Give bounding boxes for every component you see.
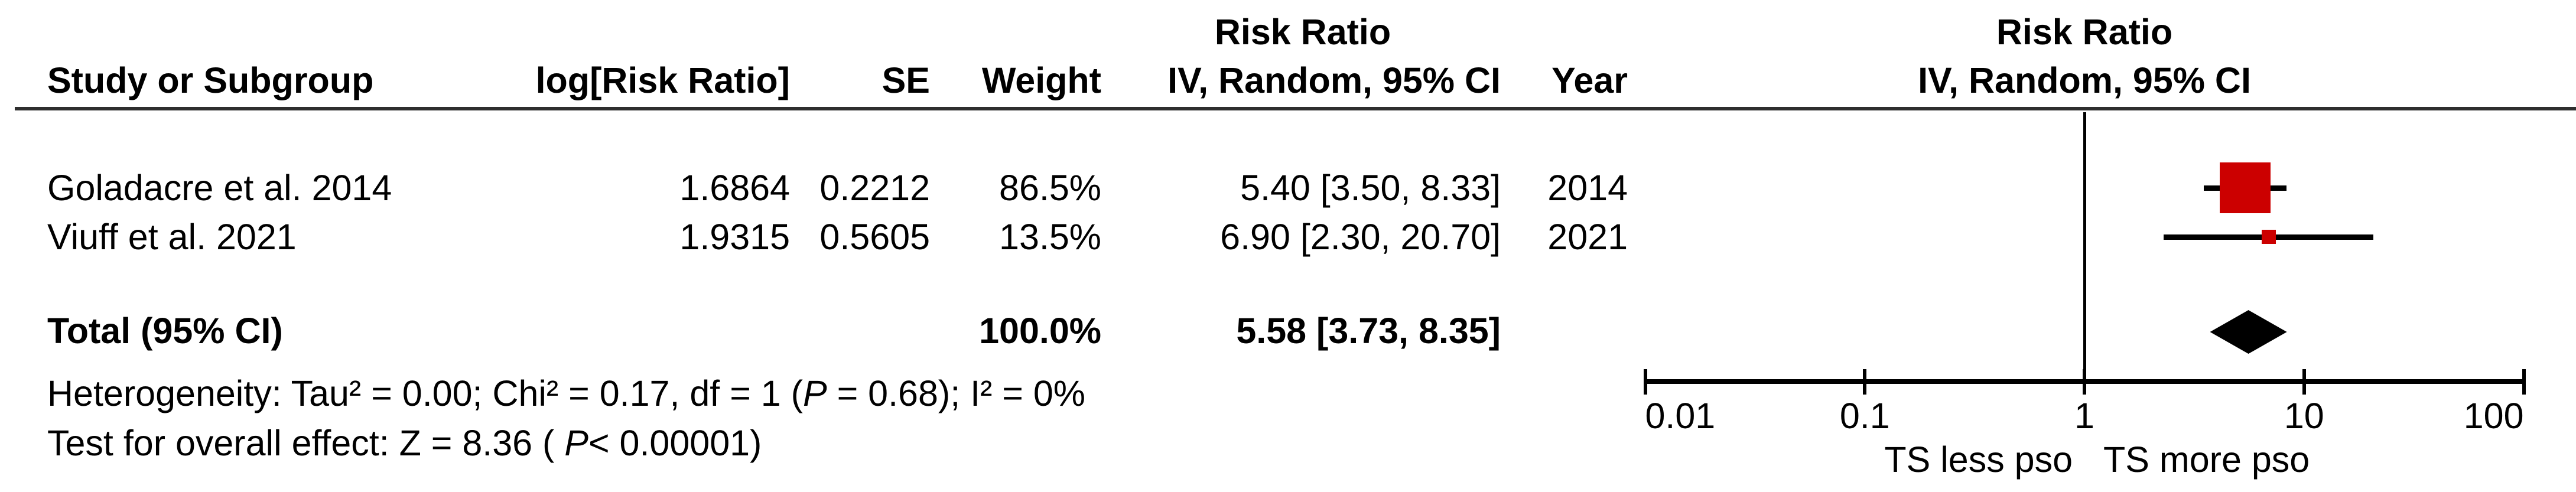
header-divider-rule (15, 107, 2576, 110)
axis-tick-label: 100 (2463, 396, 2524, 436)
heterogeneity-p-italic: P (802, 373, 827, 413)
plot-header-effect-ci: IV, Random, 95% CI (1918, 60, 2251, 100)
overall-effect-pre: Test for overall effect: Z = 8.36 ( (47, 423, 565, 463)
total-diamond (2210, 310, 2287, 354)
study-log-rr: 1.6864 (679, 168, 790, 208)
table-effect-group-header: Risk Ratio (1214, 12, 1391, 52)
heterogeneity-pre: Heterogeneity: Tau² = 0.00; Chi² = 0.17,… (47, 373, 803, 413)
column-header-weight: Weight (981, 60, 1101, 100)
axis-tick (2302, 369, 2306, 395)
study-weight: 13.5% (999, 217, 1101, 257)
study-effect-ci: 5.40 [3.50, 8.33] (1240, 168, 1501, 208)
axis-tick-label: 0.01 (1645, 396, 1716, 436)
axis-tick-label: 0.1 (1839, 396, 1890, 436)
study-weight: 86.5% (999, 168, 1101, 208)
plot-effect-group-header: Risk Ratio (1996, 12, 2173, 52)
heterogeneity-post: = 0.68); I² = 0% (827, 373, 1086, 413)
column-header-log-rr: log[Risk Ratio] (535, 60, 790, 100)
study-se: 0.5605 (819, 217, 930, 257)
axis-tick (1863, 369, 1867, 395)
overall-effect-post: < 0.00001) (588, 423, 762, 463)
axis-tick (2522, 369, 2526, 395)
axis-tick (2083, 369, 2086, 395)
favours-left-label: TS less pso (1884, 439, 2073, 480)
total-effect-ci: 5.58 [3.73, 8.35] (1236, 311, 1501, 351)
column-header-se: SE (882, 60, 930, 100)
study-weight-square (2261, 230, 2276, 244)
heterogeneity-text: Heterogeneity: Tau² = 0.00; Chi² = 0.17,… (47, 372, 1085, 415)
study-year: 2021 (1547, 217, 1628, 257)
study-weight-square (2220, 162, 2271, 213)
study-year: 2014 (1547, 168, 1628, 208)
null-effect-line (2083, 112, 2086, 394)
column-header-year: Year (1552, 60, 1628, 100)
column-header-study: Study or Subgroup (47, 60, 374, 100)
axis-tick-label: 1 (2074, 396, 2094, 436)
overall-effect-text: Test for overall effect: Z = 8.36 ( P< 0… (47, 422, 762, 464)
study-se: 0.2212 (819, 168, 930, 208)
overall-effect-p-italic: P (564, 423, 588, 463)
axis-tick-label: 10 (2284, 396, 2324, 436)
study-effect-ci: 6.90 [2.30, 20.70] (1220, 217, 1501, 257)
total-weight: 100.0% (979, 311, 1101, 351)
favours-right-label: TS more pso (2103, 439, 2310, 480)
study-name: Goladacre et al. 2014 (47, 168, 392, 208)
column-header-effect-ci: IV, Random, 95% CI (1167, 60, 1501, 100)
study-name: Viuff et al. 2021 (47, 217, 297, 257)
total-label: Total (95% CI) (47, 311, 283, 351)
axis-tick (1643, 369, 1647, 395)
study-log-rr: 1.9315 (679, 217, 790, 257)
